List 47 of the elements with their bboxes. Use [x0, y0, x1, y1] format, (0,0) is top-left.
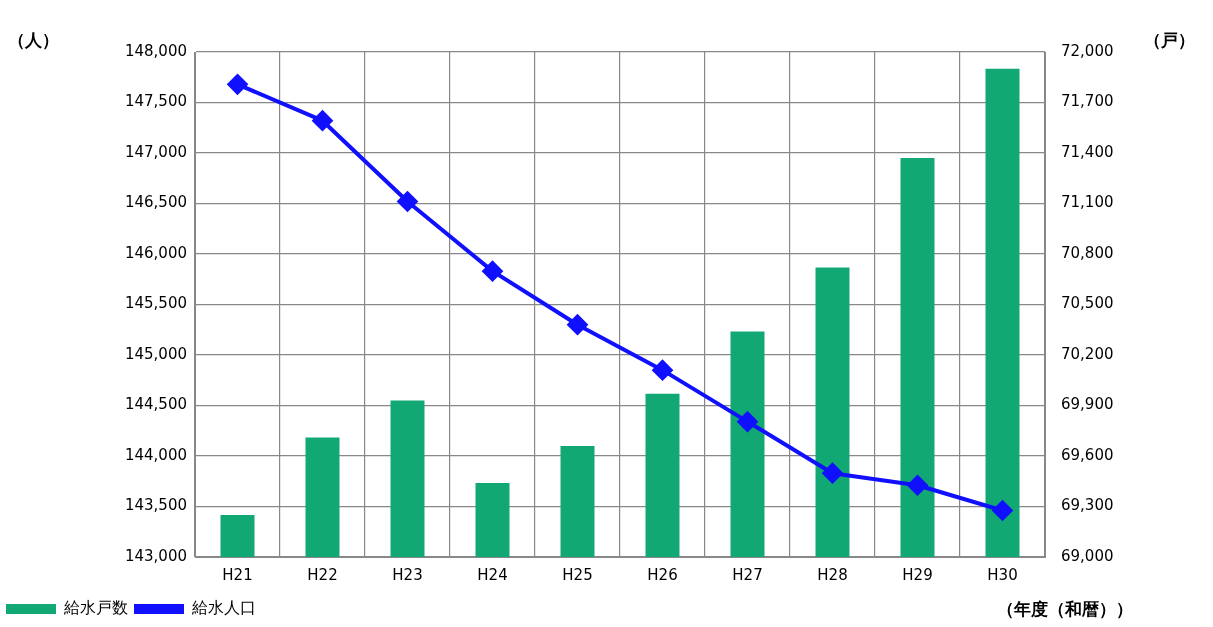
y-tick-label: 144,500	[124, 395, 187, 414]
y-tick-label: 146,000	[124, 243, 187, 262]
legend-label: 給水人口	[191, 598, 256, 618]
y-tick-label: 143,500	[124, 496, 187, 515]
y-tick-label: 143,000	[124, 546, 187, 565]
point	[652, 360, 673, 381]
point	[822, 463, 843, 484]
y-tick-label: 145,500	[124, 294, 187, 313]
y-axis-title: （人）	[8, 30, 59, 51]
x-tick-label: H22	[307, 565, 338, 584]
y2-tick-label: 70,800	[1061, 243, 1114, 262]
y2-tick-label: 71,700	[1061, 92, 1114, 111]
y-tick-label: 147,500	[124, 92, 187, 111]
x-tick-label: H25	[562, 565, 593, 584]
y-tick-label: 144,000	[124, 445, 187, 464]
point	[397, 191, 418, 212]
point	[907, 475, 928, 496]
y2-tick-label: 70,200	[1061, 344, 1114, 363]
x-tick-label: H26	[647, 565, 678, 584]
y2-tick-label: 72,000	[1061, 41, 1114, 60]
y2-axis-title: （戸）	[1144, 30, 1195, 51]
point	[737, 411, 758, 432]
y2-tick-label: 71,100	[1061, 193, 1114, 212]
point	[567, 314, 588, 335]
y2-tick-label: 69,300	[1061, 496, 1114, 515]
y2-tick-label: 71,400	[1061, 142, 1114, 161]
y2-tick-label: 69,000	[1061, 546, 1114, 565]
y-tick-label: 148,000	[124, 41, 187, 60]
x-tick-label: H28	[817, 565, 848, 584]
x-tick-label: H30	[987, 565, 1018, 584]
y2-tick-label: 70,500	[1061, 294, 1114, 313]
x-axis-title: （年度（和暦））	[997, 599, 1133, 620]
x-tick-label: H29	[902, 565, 933, 584]
x-tick-label: H27	[732, 565, 763, 584]
point	[227, 74, 248, 95]
point	[482, 261, 503, 282]
y-tick-label: 146,500	[124, 193, 187, 212]
y2-tick-label: 69,600	[1061, 445, 1114, 464]
point	[312, 110, 333, 131]
y-tick-label: 147,000	[124, 142, 187, 161]
x-tick-label: H21	[222, 565, 253, 584]
legend-label: 給水戸数	[63, 598, 128, 618]
y-tick-label: 145,000	[124, 344, 187, 363]
x-tick-label: H24	[477, 565, 508, 584]
x-tick-label: H23	[392, 565, 423, 584]
point	[992, 500, 1013, 521]
y2-tick-label: 69,900	[1061, 395, 1114, 414]
